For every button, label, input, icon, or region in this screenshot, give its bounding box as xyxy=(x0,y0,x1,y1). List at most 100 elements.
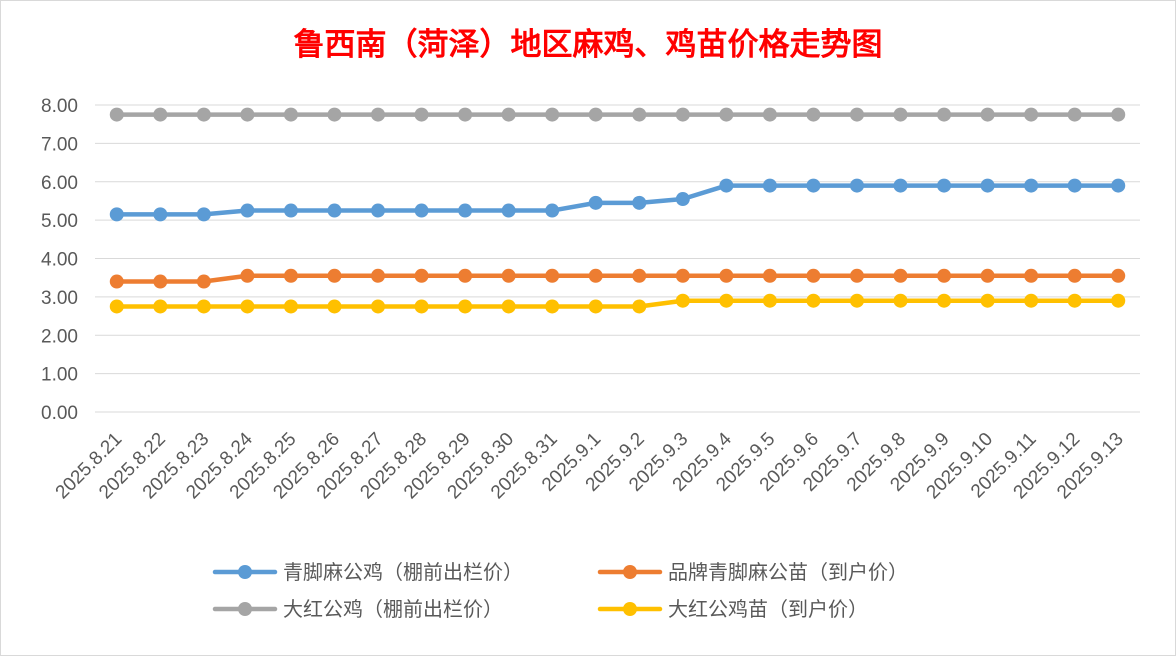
data-point xyxy=(240,268,255,283)
data-point xyxy=(762,268,777,283)
data-point xyxy=(501,268,516,283)
data-point xyxy=(893,293,908,308)
data-point xyxy=(414,299,429,314)
legend-label: 品牌青脚麻公苗（到户价） xyxy=(668,560,908,584)
data-point xyxy=(849,268,864,283)
legend-label: 大红公鸡（棚前出栏价） xyxy=(283,597,503,621)
data-point xyxy=(762,178,777,193)
data-point xyxy=(1024,178,1039,193)
series-4 xyxy=(109,293,1126,314)
data-point xyxy=(632,195,647,210)
data-point xyxy=(806,107,821,122)
data-point xyxy=(675,192,690,207)
data-point xyxy=(1111,107,1126,122)
legend-item: 大红公鸡苗（到户价） xyxy=(597,597,868,621)
data-point xyxy=(196,107,211,122)
legend: 青脚麻公鸡（棚前出栏价） 品牌青脚麻公苗（到户价） 大红公鸡（棚前出栏价） 大红公鸡苗… xyxy=(212,560,908,621)
legend-label: 大红公鸡苗（到户价） xyxy=(668,597,868,621)
data-point xyxy=(240,107,255,122)
data-point xyxy=(849,178,864,193)
chart-title: 鲁西南（菏泽）地区麻鸡、鸡苗价格走势图 xyxy=(294,27,883,63)
data-point xyxy=(1111,268,1126,283)
y-tick-label: 0.00 xyxy=(41,403,78,424)
data-point xyxy=(719,178,734,193)
series-2 xyxy=(109,268,1126,289)
data-point xyxy=(937,293,952,308)
data-point xyxy=(1067,107,1082,122)
legend-item: 青脚麻公鸡（棚前出栏价） xyxy=(212,560,523,584)
data-point xyxy=(153,107,168,122)
data-point xyxy=(719,268,734,283)
data-point xyxy=(980,178,995,193)
data-point xyxy=(501,299,516,314)
data-point xyxy=(240,203,255,218)
data-point xyxy=(632,107,647,122)
data-point xyxy=(893,178,908,193)
data-point xyxy=(937,107,952,122)
data-point xyxy=(371,107,386,122)
data-point xyxy=(849,107,864,122)
data-point xyxy=(806,178,821,193)
data-point xyxy=(371,268,386,283)
y-tick-label: 2.00 xyxy=(41,326,78,347)
data-point xyxy=(109,207,124,222)
y-tick-label: 6.00 xyxy=(41,173,78,194)
data-point xyxy=(1067,268,1082,283)
data-point xyxy=(327,203,342,218)
data-point xyxy=(545,107,560,122)
data-point xyxy=(632,268,647,283)
y-tick-label: 1.00 xyxy=(41,365,78,386)
data-point xyxy=(937,268,952,283)
data-point xyxy=(1111,178,1126,193)
legend-item: 大红公鸡（棚前出栏价） xyxy=(212,597,503,621)
data-point xyxy=(327,268,342,283)
data-point xyxy=(1024,268,1039,283)
data-point xyxy=(458,203,473,218)
series-line xyxy=(114,183,1121,217)
data-point xyxy=(283,107,298,122)
legend-label: 青脚麻公鸡（棚前出栏价） xyxy=(283,560,523,584)
data-point xyxy=(1024,107,1039,122)
data-point xyxy=(458,268,473,283)
data-point xyxy=(414,203,429,218)
y-tick-label: 7.00 xyxy=(41,134,78,155)
data-point xyxy=(371,203,386,218)
data-point xyxy=(849,293,864,308)
data-point xyxy=(545,268,560,283)
data-point xyxy=(109,107,124,122)
series-line xyxy=(114,273,1121,284)
data-point xyxy=(675,293,690,308)
data-point xyxy=(632,299,647,314)
series-1 xyxy=(109,178,1126,222)
data-point xyxy=(588,299,603,314)
data-point xyxy=(240,299,255,314)
data-point xyxy=(675,268,690,283)
data-point xyxy=(153,299,168,314)
data-point xyxy=(371,299,386,314)
data-point xyxy=(675,107,690,122)
data-point xyxy=(501,107,516,122)
data-point xyxy=(762,293,777,308)
data-point xyxy=(283,268,298,283)
y-tick-label: 5.00 xyxy=(41,211,78,232)
y-tick-label: 4.00 xyxy=(41,250,78,271)
data-point xyxy=(806,293,821,308)
data-point xyxy=(588,107,603,122)
data-point xyxy=(196,274,211,289)
x-axis-ticks: 2025.8.212025.8.222025.8.232025.8.242025… xyxy=(52,428,1128,503)
data-point xyxy=(588,268,603,283)
y-tick-label: 3.00 xyxy=(41,288,78,309)
data-point xyxy=(980,293,995,308)
legend-marker xyxy=(623,565,637,579)
data-point xyxy=(545,203,560,218)
data-point xyxy=(545,299,560,314)
legend-marker xyxy=(238,565,252,579)
data-point xyxy=(196,299,211,314)
data-point xyxy=(109,299,124,314)
legend-item: 品牌青脚麻公苗（到户价） xyxy=(597,560,908,584)
data-point xyxy=(893,268,908,283)
series-3 xyxy=(109,107,1126,122)
data-point xyxy=(980,107,995,122)
data-point xyxy=(153,274,168,289)
data-point xyxy=(414,268,429,283)
